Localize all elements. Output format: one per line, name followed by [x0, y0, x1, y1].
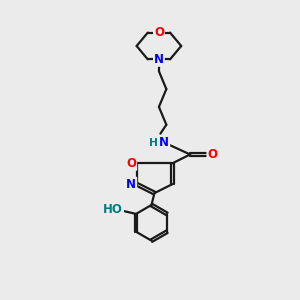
Text: O: O [154, 26, 164, 39]
Text: O: O [207, 148, 218, 161]
Text: HO: HO [103, 203, 123, 216]
Text: N: N [154, 53, 164, 66]
Text: O: O [126, 157, 136, 170]
Text: N: N [126, 178, 136, 191]
Text: H: H [149, 138, 158, 148]
Text: N: N [159, 136, 169, 149]
